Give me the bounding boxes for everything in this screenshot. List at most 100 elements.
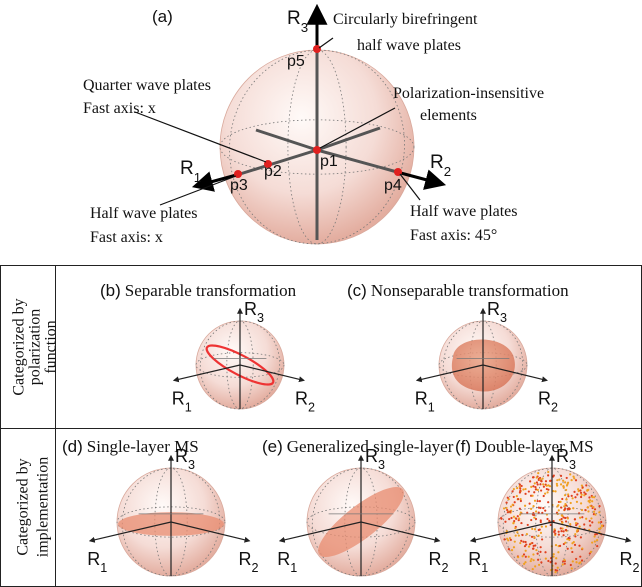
sample-dot (579, 556, 581, 558)
sample-dot (591, 496, 593, 498)
axis-label-base: R (239, 549, 252, 569)
sample-dot (545, 480, 547, 482)
point-label: p1 (320, 153, 338, 170)
axis-label-base: R (365, 446, 378, 466)
sample-dot (557, 567, 559, 569)
axis-label-sub: 3 (500, 311, 507, 325)
sample-dot (544, 510, 546, 512)
sample-dot (580, 536, 582, 538)
axis-label-sub: 3 (301, 20, 308, 35)
axis-label-base: R (556, 446, 569, 466)
sample-dot (539, 507, 541, 509)
sample-dot (560, 506, 562, 508)
sample-dot (591, 521, 593, 523)
sample-dot (533, 559, 535, 561)
sample-dot (584, 509, 586, 511)
sample-dot (574, 535, 576, 537)
point-label: p2 (264, 163, 282, 180)
sample-dot (567, 482, 569, 484)
sample-dot (598, 521, 600, 523)
sample-dot (519, 491, 521, 493)
sample-dot (534, 500, 536, 502)
sample-dot (586, 490, 588, 492)
sample-dot (567, 548, 569, 550)
sample-dot (556, 485, 558, 487)
sample-dot (594, 540, 596, 542)
sample-dot (596, 539, 598, 541)
axis-label-base: R (487, 299, 500, 319)
sample-dot (581, 559, 583, 561)
sample-dot (574, 518, 576, 520)
sample-dot (563, 505, 565, 507)
sample-dot (555, 569, 557, 571)
sample-dot (520, 511, 522, 513)
axis-label-base: R (277, 549, 290, 569)
sample-dot (514, 541, 516, 543)
annotation: elements (420, 107, 477, 124)
sample-dot (533, 491, 535, 493)
axis-label-base: R (295, 388, 308, 408)
sample-dot (573, 541, 575, 543)
sample-dot (512, 504, 514, 506)
sample-dot (598, 505, 600, 507)
sample-dot (575, 524, 577, 526)
sample-dot (555, 544, 557, 546)
sample-dot (575, 522, 577, 524)
axis-label-sub: 1 (194, 170, 201, 185)
sample-dot (524, 493, 526, 495)
sample-dot (531, 528, 533, 530)
sample-dot (575, 561, 577, 563)
sample-dot (598, 511, 600, 513)
sample-dot (571, 567, 573, 569)
sample-dot (559, 501, 561, 503)
sample-dot (536, 481, 538, 483)
sample-dot (578, 562, 580, 564)
axis-label-base: R (244, 299, 257, 319)
sample-dot (508, 518, 510, 520)
sample-dot (539, 528, 541, 530)
sample-dot (559, 545, 561, 547)
sample-dot (539, 483, 541, 485)
sample-dot (575, 479, 577, 481)
sample-dot (565, 520, 567, 522)
sample-dot (532, 505, 534, 507)
sample-dot (512, 522, 514, 524)
sample-dot (591, 500, 593, 502)
sample-dot (542, 507, 544, 509)
sample-dot (564, 542, 566, 544)
panel-label: (a) (152, 7, 173, 26)
sample-dot (579, 489, 581, 491)
sample-dot (533, 517, 535, 519)
row-header: Categorized by (11, 298, 28, 395)
panel-title: (c)Nonseparable transformation (347, 281, 569, 300)
sample-dot (572, 476, 574, 478)
sample-dot (562, 480, 564, 482)
sample-dot (574, 533, 576, 535)
sample-dot (570, 547, 572, 549)
sample-dot (530, 486, 532, 488)
sample-dot (580, 502, 582, 504)
sample-dot (511, 549, 513, 551)
sample-dot (564, 508, 566, 510)
sample-dot (601, 525, 603, 527)
sample-dot (593, 535, 595, 537)
sample-dot (527, 524, 529, 526)
sample-dot (540, 561, 542, 563)
sample-dot (585, 518, 587, 520)
sample-dot (540, 521, 542, 523)
axis-label: R3 (487, 299, 507, 325)
sample-dot (538, 512, 540, 514)
sample-dot (541, 538, 543, 540)
sample-dot (526, 533, 528, 535)
sample-dot (530, 560, 532, 562)
sample-dot (545, 525, 547, 527)
sample-dot (531, 536, 533, 538)
sample-dot (538, 564, 540, 566)
sample-dot (556, 479, 558, 481)
sample-dot (531, 542, 533, 544)
sample-dot (572, 560, 574, 562)
sample-dot (555, 562, 557, 564)
sample-dot (521, 485, 523, 487)
row-header: implementation (35, 457, 52, 557)
sample-dot (568, 539, 570, 541)
